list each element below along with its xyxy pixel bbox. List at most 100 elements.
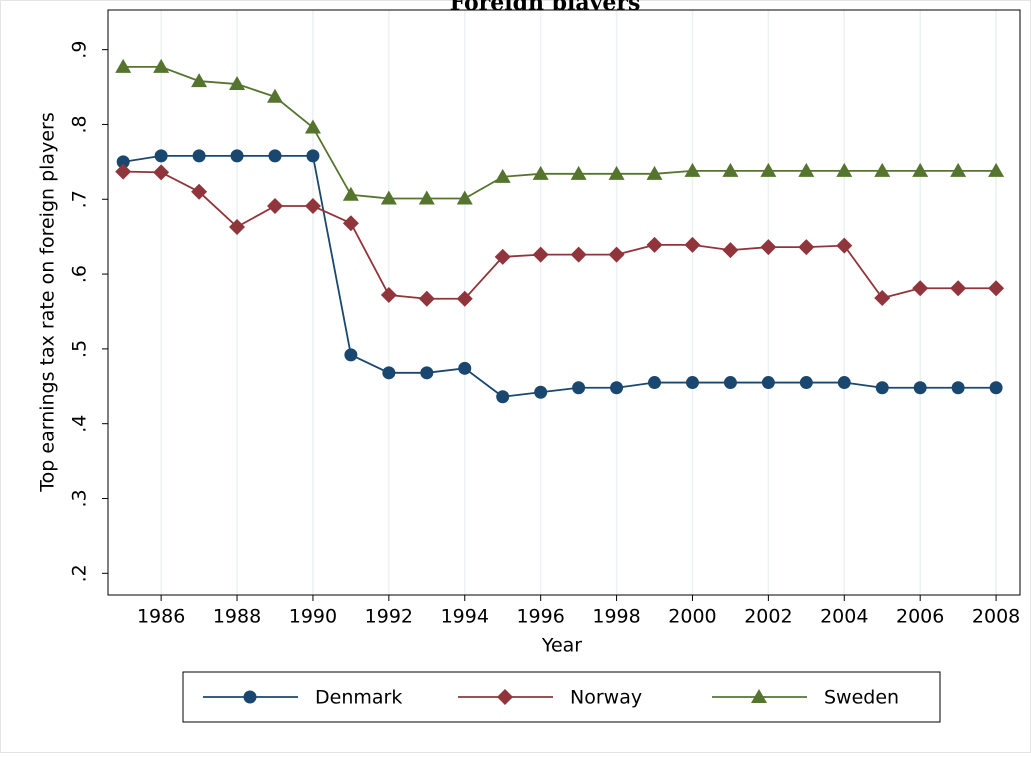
marker: [380, 287, 397, 304]
marker: [191, 183, 208, 200]
marker: [192, 149, 206, 163]
marker: [418, 290, 435, 307]
marker: [456, 290, 473, 307]
marker: [266, 88, 283, 103]
marker: [760, 239, 777, 256]
marker: [874, 290, 891, 307]
marker: [751, 689, 767, 703]
marker: [836, 237, 853, 254]
marker: [268, 149, 282, 163]
marker: [456, 190, 473, 205]
marker: [760, 162, 777, 177]
marker: [723, 376, 737, 390]
marker: [458, 361, 472, 375]
marker: [115, 58, 132, 73]
x-tick-label: 1988: [213, 606, 261, 628]
marker: [610, 381, 624, 395]
legend-label: Sweden: [824, 687, 899, 709]
marker: [532, 246, 549, 263]
y-tick-label: .3: [69, 489, 91, 507]
marker: [229, 76, 246, 91]
marker: [722, 242, 739, 259]
marker: [684, 162, 701, 177]
marker: [685, 376, 699, 390]
marker: [153, 58, 170, 73]
marker: [496, 390, 510, 404]
x-tick-label: 1990: [289, 606, 337, 628]
marker: [837, 376, 851, 390]
plot-area: [107, 9, 1021, 596]
y-tick-label: .8: [69, 115, 91, 133]
marker: [684, 236, 701, 253]
marker: [988, 280, 1005, 297]
marker: [646, 236, 663, 253]
marker: [153, 164, 170, 181]
series-line: [123, 65, 997, 200]
marker: [116, 155, 130, 169]
marker: [342, 186, 359, 201]
marker: [266, 197, 283, 214]
x-tick-label: 1986: [137, 606, 185, 628]
marker: [798, 239, 815, 256]
marker: [799, 376, 813, 390]
y-tick-label: .2: [69, 564, 91, 582]
x-axis-title: Year: [541, 635, 582, 657]
y-axis-title: Top earnings tax rate on foreign players: [37, 112, 59, 492]
marker: [418, 190, 435, 205]
legend-label: Denmark: [315, 687, 402, 709]
marker: [608, 165, 625, 180]
marker: [761, 376, 775, 390]
marker: [722, 162, 739, 177]
marker: [534, 385, 548, 399]
y-tick-label: .5: [69, 340, 91, 358]
y-tick-label: .6: [69, 265, 91, 283]
marker: [951, 381, 965, 395]
marker: [382, 366, 396, 380]
y-tick-label: .9: [69, 41, 91, 59]
marker: [304, 119, 321, 134]
marker: [243, 690, 257, 704]
marker: [154, 149, 168, 163]
marker: [115, 163, 132, 180]
y-tick-label: .7: [69, 190, 91, 208]
marker: [874, 162, 891, 177]
marker: [304, 197, 321, 214]
plot-frame: [107, 9, 1021, 596]
marker: [988, 162, 1005, 177]
marker: [344, 348, 358, 362]
x-tick-label: 1994: [441, 606, 489, 628]
marker: [798, 162, 815, 177]
marker: [912, 162, 929, 177]
marker: [494, 168, 511, 183]
x-tick-label: 1996: [516, 606, 564, 628]
marker: [570, 246, 587, 263]
x-tick-label: 1998: [592, 606, 640, 628]
marker: [494, 248, 511, 265]
marker: [572, 381, 586, 395]
marker: [497, 689, 513, 705]
marker: [912, 280, 929, 297]
legend-box: [182, 671, 941, 723]
series-line: [123, 170, 997, 300]
marker: [608, 246, 625, 263]
marker: [570, 165, 587, 180]
marker: [230, 149, 244, 163]
marker: [342, 215, 359, 232]
y-tick-label: .4: [69, 415, 91, 433]
marker: [836, 162, 853, 177]
x-tick-label: 2000: [668, 606, 716, 628]
x-tick-label: 2008: [972, 606, 1020, 628]
x-tick-label: 2004: [820, 606, 868, 628]
legend-label: Norway: [570, 687, 642, 709]
marker: [191, 73, 208, 88]
marker: [950, 280, 967, 297]
x-tick-label: 2002: [744, 606, 792, 628]
marker: [380, 190, 397, 205]
marker: [950, 162, 967, 177]
marker: [532, 165, 549, 180]
x-tick-label: 2006: [896, 606, 944, 628]
marker: [229, 218, 246, 235]
marker: [420, 366, 434, 380]
x-tick-label: 1992: [365, 606, 413, 628]
marker: [306, 149, 320, 163]
